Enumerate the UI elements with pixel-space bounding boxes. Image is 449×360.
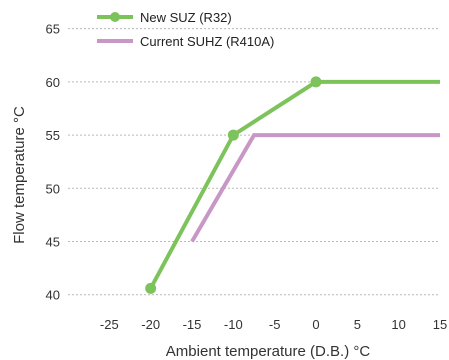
series-line-0 [148, 79, 440, 290]
y-tick-label: 60 [46, 75, 60, 90]
x-tick-label: 15 [433, 317, 447, 332]
y-axis-label: Flow temperature °C [11, 106, 28, 244]
y-tick-label: 65 [46, 22, 60, 37]
x-tick-label: -15 [183, 317, 202, 332]
legend-marker-0 [110, 12, 120, 22]
grid [68, 28, 440, 296]
y-tick-label: 40 [46, 288, 60, 303]
x-tick-label: 0 [312, 317, 319, 332]
legend-label-0: New SUZ (R32) [140, 10, 232, 25]
x-tick-label: -25 [100, 317, 119, 332]
x-axis-ticks: -25 -20 -15 -10 -5 0 5 10 15 [100, 317, 447, 332]
series-layer [145, 76, 440, 294]
x-axis-label: Ambient temperature (D.B.) °C [166, 343, 371, 360]
x-tick-label: -20 [141, 317, 160, 332]
x-tick-label: 5 [354, 317, 361, 332]
y-tick-label: 45 [46, 235, 60, 250]
y-tick-label: 55 [46, 128, 60, 143]
x-tick-label: 10 [391, 317, 405, 332]
series-line-1 [190, 133, 440, 243]
series-0-point [310, 76, 322, 88]
y-axis-ticks: 40 45 50 55 60 65 [46, 22, 60, 303]
legend-label-1: Current SUHZ (R410A) [140, 34, 274, 49]
series-0-point [145, 282, 157, 294]
x-tick-label: -10 [224, 317, 243, 332]
legend: New SUZ (R32) Current SUHZ (R410A) [97, 10, 274, 49]
x-tick-label: -5 [269, 317, 281, 332]
series-0-point [227, 129, 239, 141]
y-tick-label: 50 [46, 181, 60, 196]
